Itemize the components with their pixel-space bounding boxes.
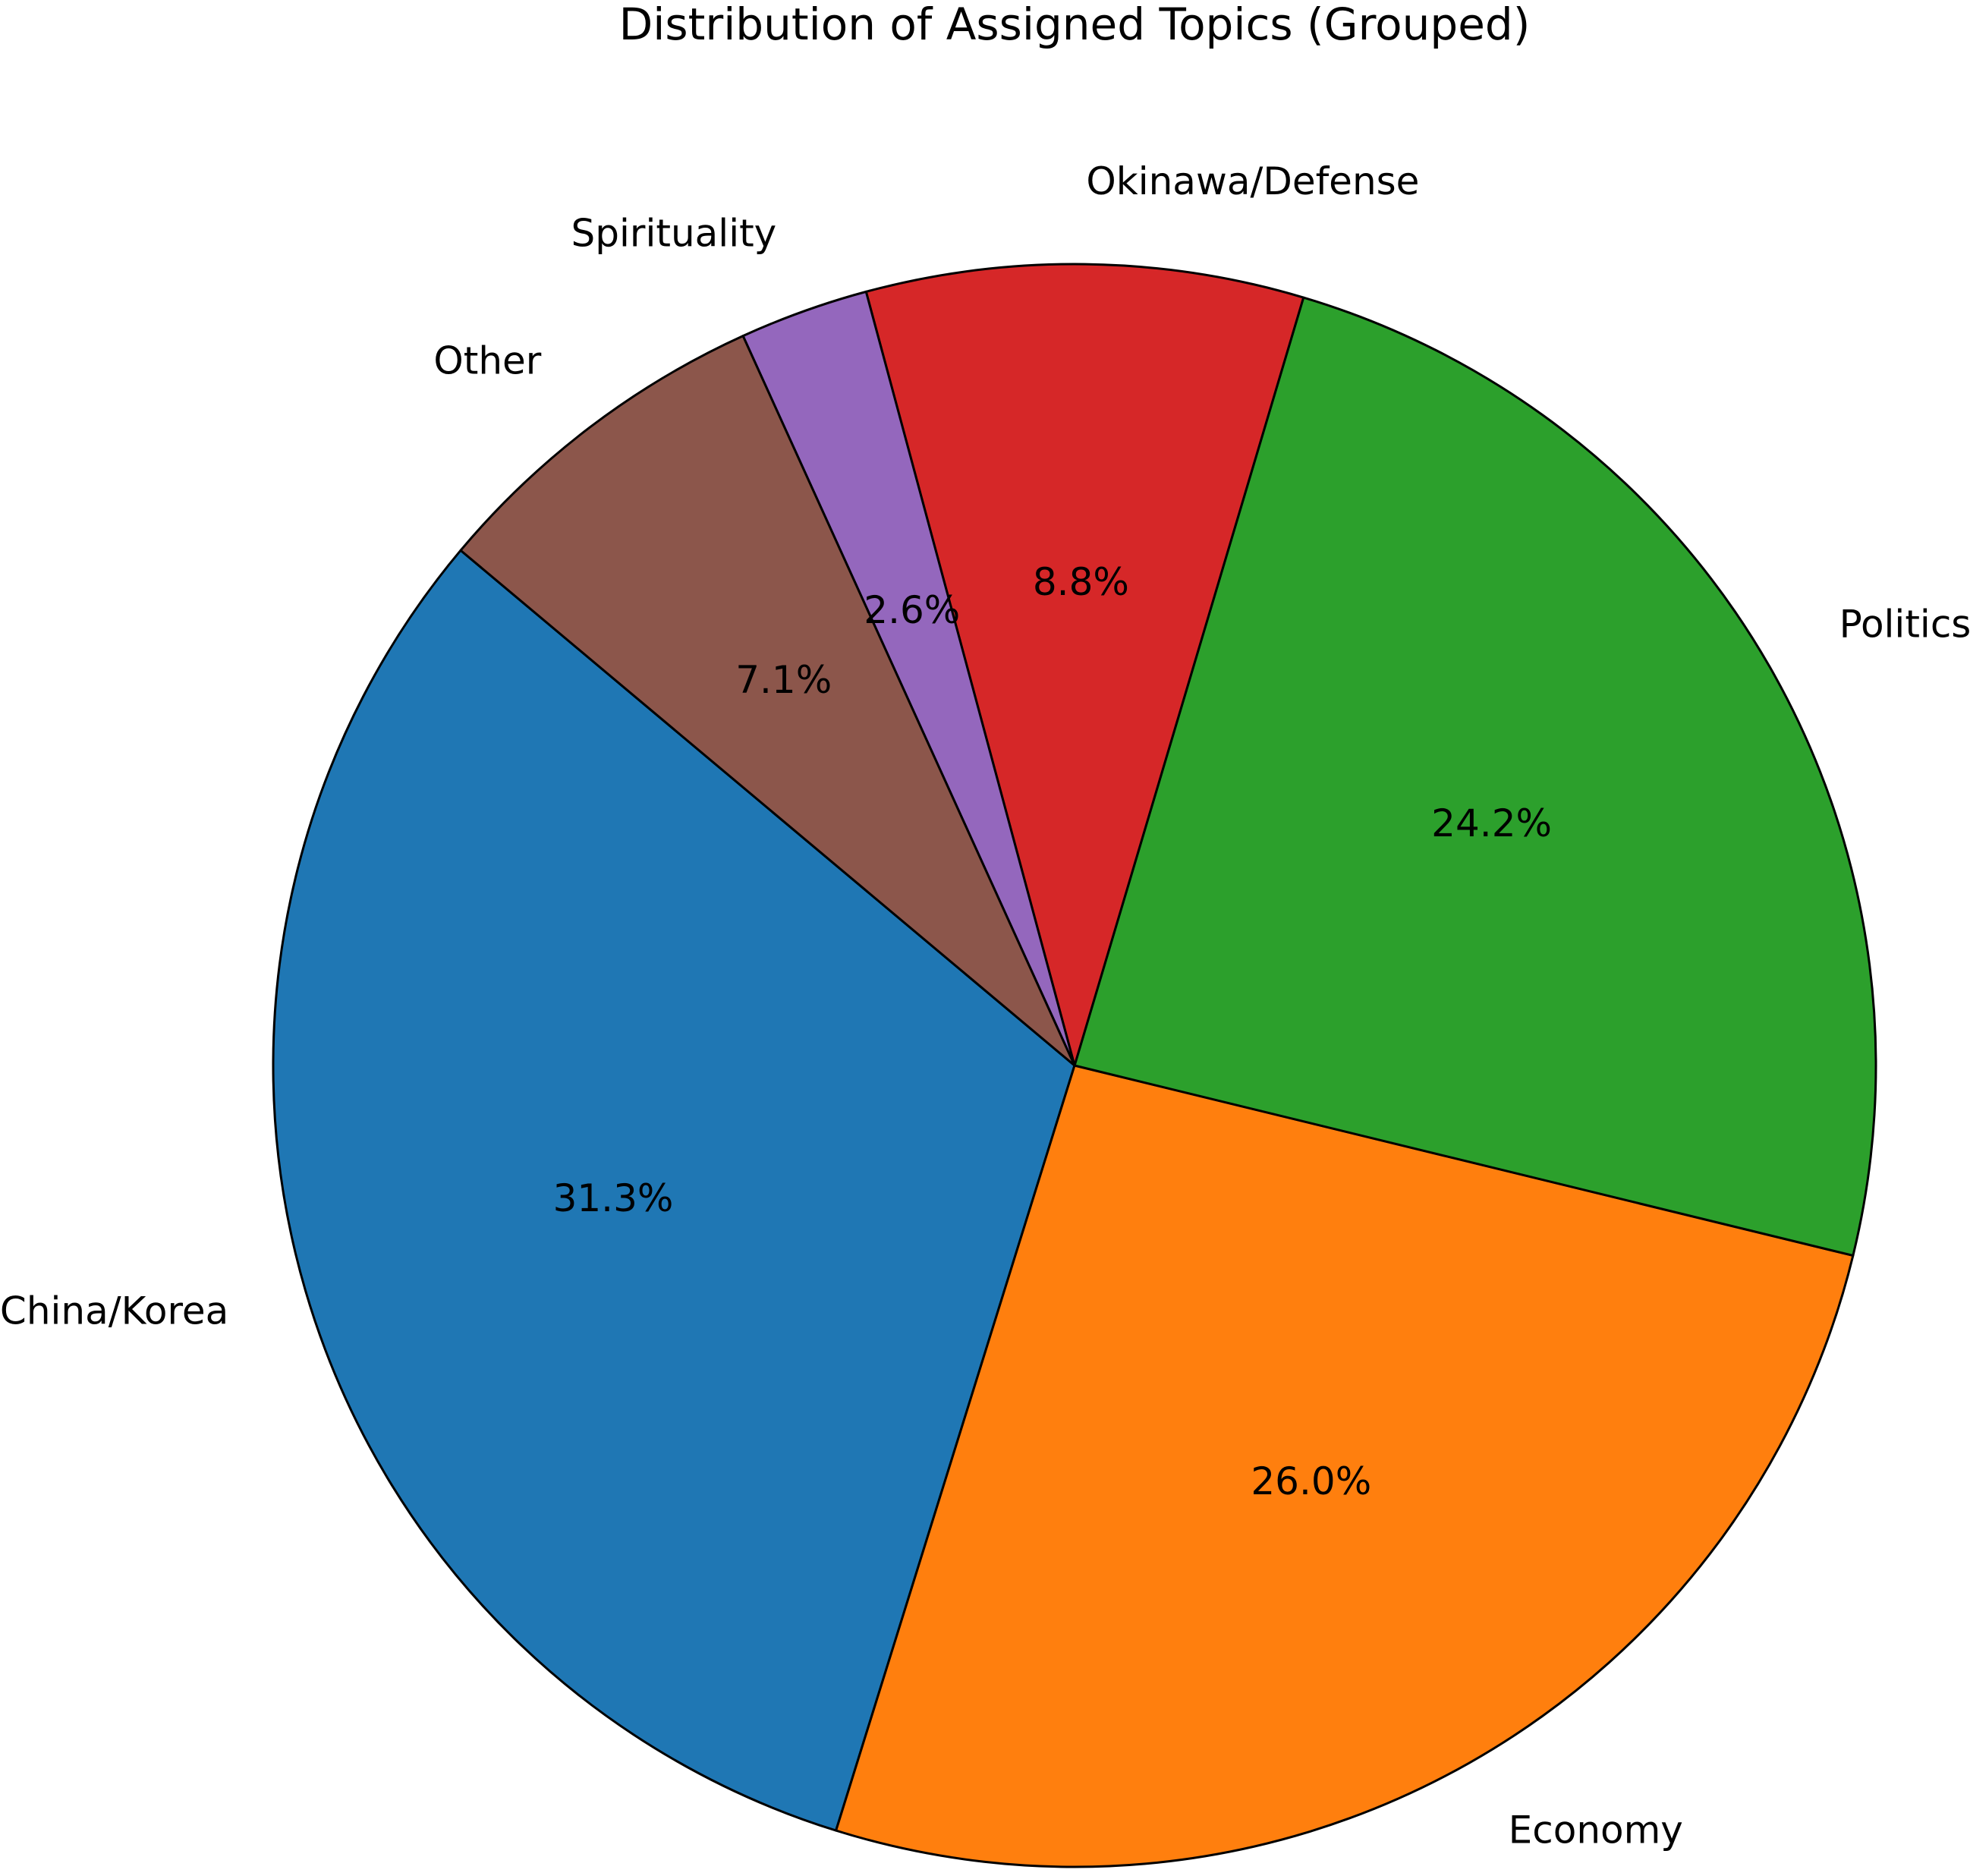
percent-label: 8.8% <box>1033 560 1129 604</box>
slice-label: Politics <box>1839 603 1970 647</box>
percent-label: 31.3% <box>553 1176 674 1220</box>
slice-label: Okinawa/Defense <box>1086 159 1419 203</box>
slice-label: Economy <box>1509 1808 1683 1852</box>
slice-label: Spirituality <box>571 211 777 255</box>
pie-slice <box>1073 296 1877 1257</box>
chart-title: Distribution of Assigned Topics (Grouped… <box>619 0 1531 50</box>
percent-label: 7.1% <box>735 658 832 702</box>
percent-label: 26.0% <box>1251 1459 1371 1503</box>
pie-slice <box>272 549 1076 1832</box>
percent-label: 2.6% <box>864 588 960 632</box>
pie-slice <box>459 335 1076 1067</box>
slice-label: China/Korea <box>0 1289 228 1333</box>
slice-label: Other <box>433 338 541 382</box>
pie-slice <box>835 1064 1855 1868</box>
percent-label: 24.2% <box>1431 801 1552 845</box>
pie-slice <box>864 263 1305 1067</box>
